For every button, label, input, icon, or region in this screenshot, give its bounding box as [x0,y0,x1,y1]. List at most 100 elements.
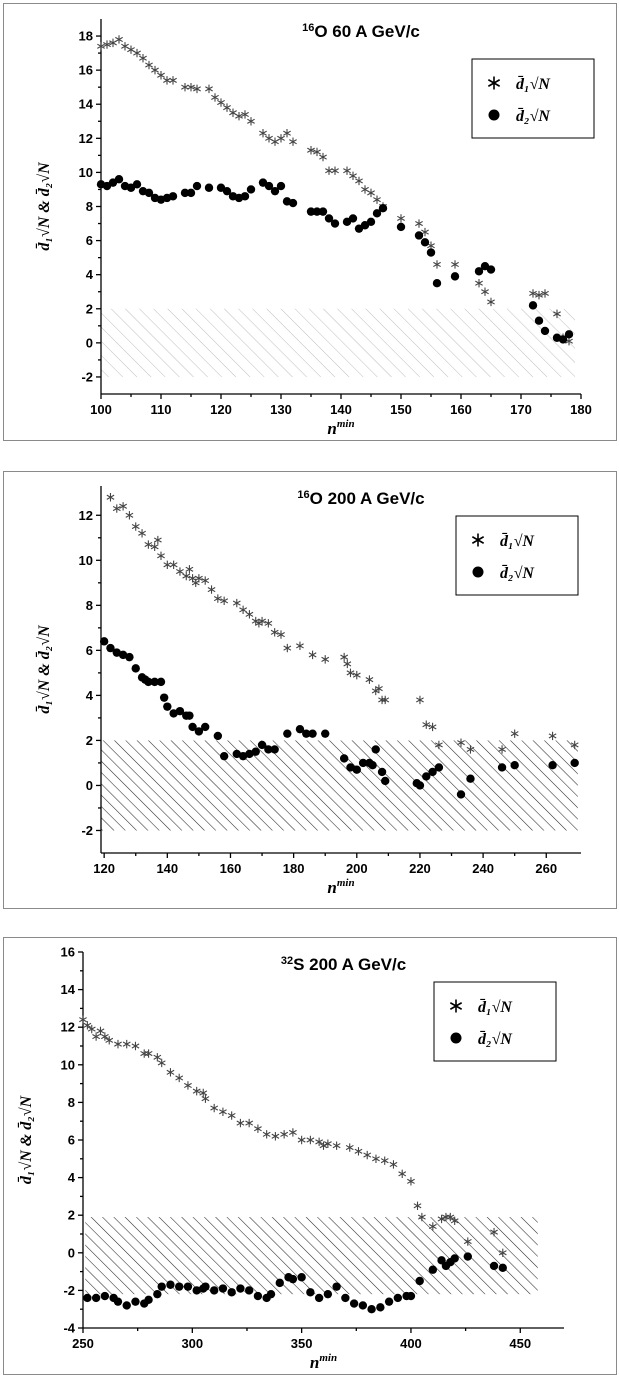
star-point [434,740,443,750]
dot-point [169,709,178,718]
x-tick-label: 140 [330,402,352,417]
dot-point [91,1293,101,1303]
star-point [374,684,383,693]
dot-point [358,758,368,768]
star-point [245,1118,254,1128]
y-tick-label: 12 [61,1020,75,1035]
star-point [199,1088,208,1098]
dot-point [125,652,134,662]
dot-point [288,198,298,208]
star-point [114,1039,122,1049]
star-point [258,616,266,626]
dot-point [201,1282,210,1291]
star-point [446,1212,455,1222]
y-tick-label: 18 [79,29,93,44]
star-point [346,668,355,678]
dot-point [275,1278,284,1288]
chart-panel-3: -4 -2 0 2 4 6 8 10 12 14 16 250 300 350 400 450 32S 200 … [3,937,617,1375]
star-point [325,166,333,175]
star-point [131,522,140,531]
hatched-band [101,740,578,831]
star-point [416,695,424,705]
star-point [245,610,254,619]
x-tick-label: 400 [400,1336,422,1351]
star-point [415,219,423,228]
star-point [553,309,561,319]
star-point [127,45,135,54]
star-point [352,670,361,680]
dot-point [180,188,190,198]
dot-point [227,1288,236,1297]
star-point [297,1135,306,1145]
x-tick-label: 140 [156,861,178,876]
star-point [490,1227,498,1237]
dot-point [564,330,574,339]
star-point [223,103,231,112]
star-point [510,729,519,738]
chart-title: 32S 200 A GeV/c [281,955,406,974]
dot-point [352,765,361,774]
star-point [138,529,146,538]
star-point [283,129,291,138]
star-point [241,110,249,119]
star-point [378,695,386,705]
dot-point [422,772,431,781]
dot-point [558,335,568,344]
star-point [115,35,123,44]
legend-label: d̄₁√N [478,997,513,1016]
dot-point [114,175,124,184]
dot-point [528,301,538,310]
star-point [211,93,219,102]
y-tick-label: 16 [79,63,93,78]
series-1 [97,35,573,346]
dot-point [534,316,544,325]
star-point [227,1111,236,1120]
dot-point [113,1297,123,1306]
dot-point [283,729,292,738]
star-point [205,84,213,94]
hatched-band [85,1217,538,1295]
star-point [466,745,475,754]
star-point [264,619,273,628]
y-tick-label: 2 [86,301,93,316]
star-point [372,1154,380,1163]
legend-star-icon [449,999,463,1013]
star-point [235,111,243,121]
dot-point [456,790,466,799]
y-tick-label: 14 [61,982,76,997]
star-point [349,171,357,181]
star-point [457,738,465,747]
dot-point [366,217,376,227]
star-point [308,650,317,660]
dot-point [346,763,355,772]
dot-point [157,1282,166,1291]
dot-point [368,760,377,770]
star-point [157,1058,166,1068]
star-point [280,1130,289,1139]
y-axis-label: d̄₁√N & d̄₂√N [34,161,53,251]
star-point [529,289,537,298]
dot-point [131,664,140,673]
star-point [407,1177,415,1186]
dot-point [393,1293,403,1303]
star-point [140,1049,149,1058]
x-axis-label: nmin [327,418,354,438]
legend-dot-icon [472,566,484,578]
star-point [175,1073,184,1083]
dot-point [489,1261,499,1271]
star-point [373,195,381,204]
dot-point [420,238,430,247]
x-tick-label: 120 [93,861,115,876]
dot-point [159,693,169,702]
dot-point [318,207,328,216]
star-point [535,290,543,300]
star-point [259,129,267,138]
dot-point [251,747,260,756]
x-tick-label: 110 [151,402,172,417]
legend-star-icon [487,76,501,90]
star-point [112,504,121,513]
dot-point [246,185,256,194]
legend-dot-icon [488,109,500,121]
scatter-chart-s32-200: -4 -2 0 2 4 6 8 10 12 14 16 250 300 350 400 450 32S 200 … [16,945,564,1372]
star-point [106,493,115,502]
